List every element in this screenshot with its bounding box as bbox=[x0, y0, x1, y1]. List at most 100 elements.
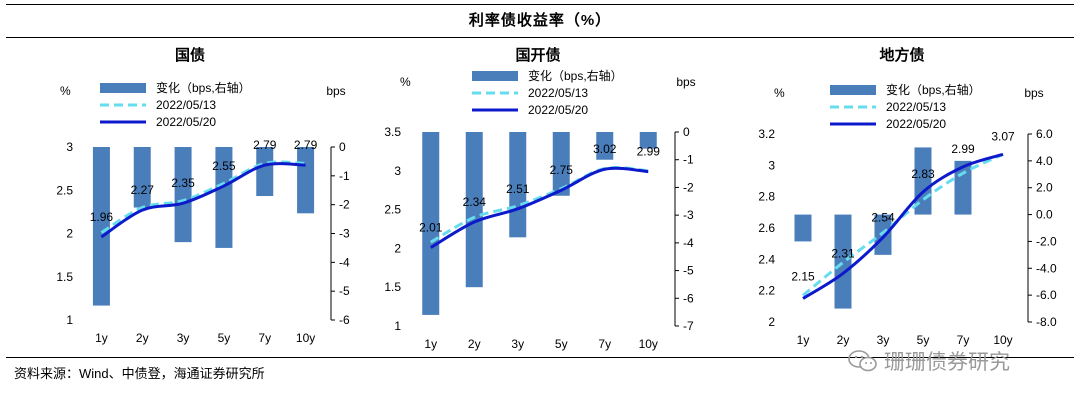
top-rule bbox=[6, 4, 1074, 5]
legend-label-bar: 变化（bps,右轴） bbox=[156, 80, 251, 95]
bar bbox=[465, 132, 483, 288]
footer-rule bbox=[6, 357, 1074, 358]
subplot-title: 地方债 bbox=[879, 46, 924, 64]
watermark: 珊珊债券研究 bbox=[848, 346, 1010, 376]
subplot-title: 国债 bbox=[175, 46, 205, 64]
bar bbox=[133, 147, 151, 208]
left-tick-label: 3.2 bbox=[758, 127, 775, 141]
left-tick-label: 2.2 bbox=[758, 284, 775, 298]
legend-label-bar: 变化（bps,右轴） bbox=[528, 68, 623, 83]
right-tick-label: -8.0 bbox=[1036, 315, 1057, 329]
right-tick-label: 0.0 bbox=[1036, 208, 1053, 222]
series-line-20220513 bbox=[100, 160, 306, 234]
chart-guokaizhai-svg: 国开债% bps 变化（bps,右轴） 2022/05/13 2022/05/20 1 1.… bbox=[384, 46, 695, 351]
chart-guokaizhai: 国开债% bps 变化（bps,右轴） 2022/05/13 2022/05/20 1 1.… bbox=[362, 40, 714, 356]
data-label: 2.75 bbox=[550, 163, 574, 177]
x-tick-label: 1y bbox=[95, 331, 108, 345]
right-tick-label: -2 bbox=[683, 180, 694, 194]
left-tick-label: 3.5 bbox=[384, 125, 401, 139]
wechat-icon bbox=[848, 350, 877, 372]
bar bbox=[256, 147, 274, 197]
right-tick-label: -4 bbox=[683, 236, 694, 250]
x-tick-label: 5y bbox=[555, 337, 568, 351]
left-tick-label: 1.5 bbox=[384, 280, 401, 294]
right-tick-label: -6 bbox=[683, 291, 694, 305]
bar bbox=[297, 147, 315, 214]
left-tick-label: 1 bbox=[66, 313, 73, 327]
x-tick-label: 3y bbox=[177, 331, 190, 345]
right-tick-label: -3 bbox=[683, 208, 694, 222]
left-tick-label: 2.5 bbox=[56, 183, 73, 197]
legend: 变化（bps,右轴） 2022/05/13 2022/05/20 bbox=[830, 82, 981, 131]
legend-label-prev: 2022/05/13 bbox=[528, 86, 588, 100]
figure-title: 利率债收益率（%） bbox=[468, 12, 612, 29]
left-axis-unit: % bbox=[400, 75, 411, 89]
right-tick-label: -1 bbox=[683, 153, 694, 167]
x-tick-label: 2y bbox=[468, 337, 481, 351]
legend-swatch-bar bbox=[100, 83, 146, 93]
left-tick-label: 3 bbox=[768, 158, 775, 172]
right-axis-unit: bps bbox=[326, 84, 345, 98]
x-tick-label: 10y bbox=[993, 333, 1012, 347]
left-tick-label: 2 bbox=[394, 241, 401, 255]
watermark-text: 珊珊债券研究 bbox=[884, 351, 1010, 374]
bar bbox=[834, 214, 852, 309]
legend: 变化（bps,右轴） 2022/05/13 2022/05/20 bbox=[100, 80, 251, 129]
source-note: 资料来源：Wind、中债登，海通证券研究所 bbox=[14, 366, 265, 381]
series-line-20220513 bbox=[802, 153, 1004, 297]
legend-label-curr: 2022/05/20 bbox=[156, 115, 216, 129]
data-label: 2.54 bbox=[871, 210, 895, 224]
bar bbox=[874, 214, 892, 255]
legend-swatch-bar bbox=[472, 71, 518, 81]
header-rule bbox=[6, 37, 1074, 38]
data-label: 2.99 bbox=[637, 145, 661, 159]
legend-label-prev: 2022/05/13 bbox=[156, 98, 216, 112]
right-tick-label: 0 bbox=[683, 125, 690, 139]
data-label: 3.07 bbox=[991, 129, 1015, 143]
x-tick-label: 10y bbox=[296, 331, 315, 345]
series-line-20220520 bbox=[100, 162, 306, 239]
subplot-title: 国开债 bbox=[515, 46, 560, 64]
x-tick-label: 3y bbox=[877, 333, 890, 347]
right-tick-label: 2.0 bbox=[1036, 181, 1053, 195]
x-tick-label: 2y bbox=[837, 333, 850, 347]
x-tick-label: 7y bbox=[258, 331, 271, 345]
data-label: 2.34 bbox=[463, 195, 487, 209]
bar bbox=[596, 132, 614, 160]
data-label: 3.02 bbox=[593, 142, 617, 156]
data-label: 2.79 bbox=[253, 138, 277, 152]
data-label: 2.99 bbox=[951, 142, 975, 156]
x-tick-label: 7y bbox=[598, 337, 611, 351]
x-tick-label: 7y bbox=[957, 333, 970, 347]
left-tick-label: 1 bbox=[394, 319, 401, 333]
data-label: 2.31 bbox=[831, 246, 855, 260]
right-tick-label: -2.0 bbox=[1036, 234, 1057, 248]
data-label: 2.55 bbox=[212, 159, 236, 173]
data-label: 2.15 bbox=[791, 270, 815, 284]
bar bbox=[422, 132, 440, 315]
data-label: 2.35 bbox=[171, 176, 195, 190]
x-tick-label: 10y bbox=[639, 337, 658, 351]
left-tick-label: 3 bbox=[394, 164, 401, 178]
legend-swatch-bar bbox=[830, 85, 876, 95]
right-tick-label: -5 bbox=[683, 264, 694, 278]
data-label: 2.01 bbox=[419, 221, 443, 235]
left-tick-label: 2.5 bbox=[384, 203, 401, 217]
chart-difangzhai-svg: 地方债% bps 变化（bps,右轴） 2022/05/13 2022/05/20 2 2.… bbox=[758, 46, 1057, 347]
right-axis-unit: bps bbox=[1024, 86, 1043, 100]
bar bbox=[215, 147, 233, 248]
chart-guozhai: 国债% bps 变化（bps,右轴） 2022/05/13 2022/05/20 1 1.5… bbox=[6, 40, 358, 356]
data-label: 2.83 bbox=[911, 167, 935, 181]
bar bbox=[794, 214, 812, 242]
series-line-20220520 bbox=[802, 152, 1004, 300]
right-tick-label: 6.0 bbox=[1036, 127, 1053, 141]
right-tick-label: 0 bbox=[339, 140, 346, 154]
right-tick-label: -6 bbox=[339, 313, 350, 327]
data-label: 2.51 bbox=[506, 182, 530, 196]
right-tick-label: -5 bbox=[339, 284, 350, 298]
data-label: 2.79 bbox=[294, 138, 318, 152]
chart-difangzhai: 地方债% bps 变化（bps,右轴） 2022/05/13 2022/05/20 2 2.… bbox=[718, 40, 1074, 356]
series-line-20220520 bbox=[429, 166, 649, 249]
x-tick-label: 3y bbox=[511, 337, 524, 351]
legend-label-prev: 2022/05/13 bbox=[886, 100, 946, 114]
